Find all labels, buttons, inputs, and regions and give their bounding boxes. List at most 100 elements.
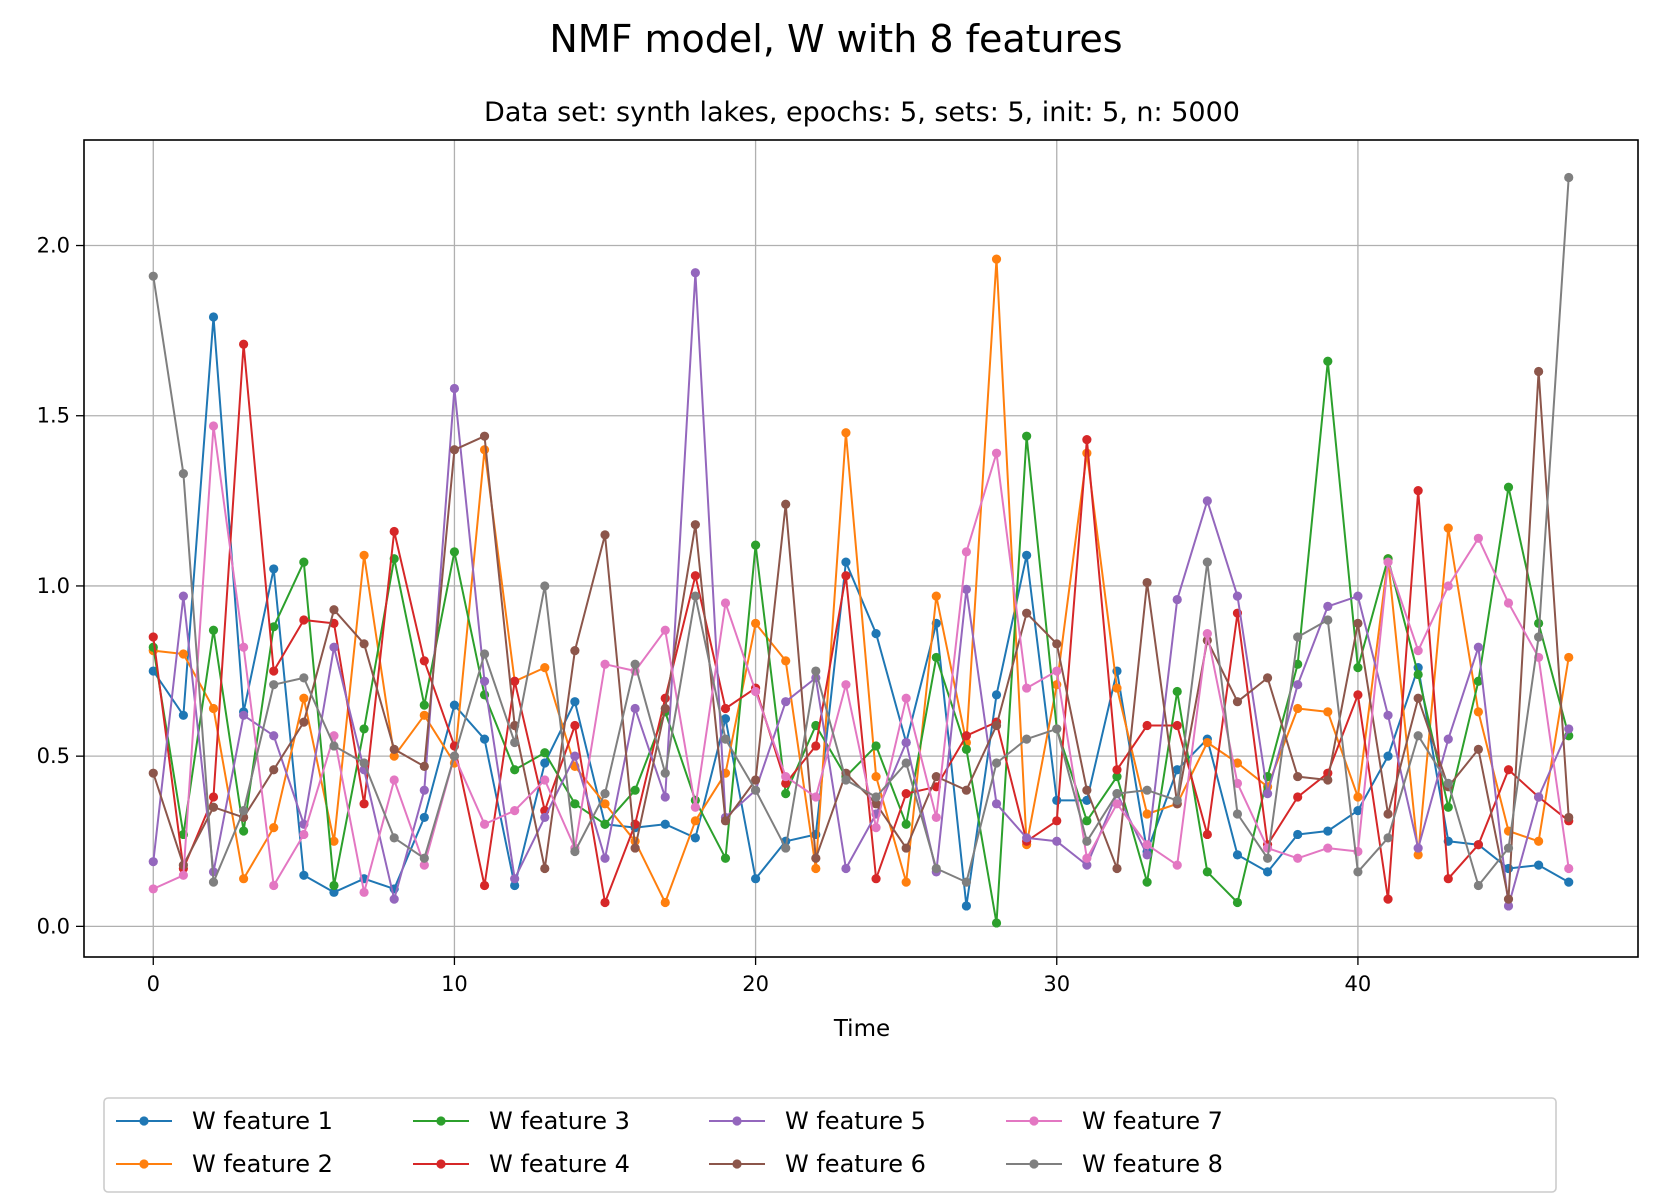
data-point — [299, 557, 309, 567]
data-point — [389, 894, 399, 904]
data-point — [208, 703, 219, 714]
legend-label: W feature 3 — [489, 1107, 630, 1135]
data-point — [931, 863, 941, 874]
data-point — [1112, 789, 1122, 799]
data-point — [510, 806, 520, 816]
chart-title: NMF model, W with 8 features — [549, 17, 1122, 61]
data-point — [1443, 802, 1453, 812]
data-point — [329, 887, 339, 897]
data-point — [841, 428, 851, 438]
data-point — [1082, 816, 1092, 826]
data-point — [1262, 867, 1273, 877]
legend-item: W feature 2 — [116, 1150, 333, 1178]
data-point — [1323, 775, 1333, 785]
data-point — [1293, 659, 1303, 669]
data-point — [1323, 615, 1333, 625]
data-point — [1112, 765, 1122, 775]
data-point — [1202, 629, 1212, 639]
data-point — [1353, 618, 1363, 628]
data-point — [269, 731, 279, 741]
data-point — [720, 598, 731, 608]
data-point — [449, 751, 460, 761]
data-point — [1293, 792, 1303, 802]
data-point — [1473, 676, 1483, 686]
data-point — [1293, 632, 1303, 642]
data-point — [630, 785, 640, 795]
data-point — [1534, 366, 1544, 377]
data-point — [901, 819, 911, 829]
data-point — [750, 785, 761, 795]
data-point — [1323, 826, 1333, 836]
data-point — [479, 649, 490, 659]
data-point — [1353, 591, 1363, 601]
data-point — [389, 775, 399, 785]
data-point — [1293, 853, 1303, 863]
data-point — [449, 700, 460, 710]
data-point — [630, 703, 640, 714]
legend-marker — [139, 1116, 149, 1126]
data-point — [148, 768, 158, 778]
data-point — [660, 897, 670, 908]
data-point — [148, 666, 158, 676]
data-point — [1052, 795, 1062, 806]
data-point — [811, 792, 821, 802]
y-tick-label: 0.5 — [37, 744, 70, 768]
data-point — [750, 686, 761, 697]
data-point — [1293, 829, 1303, 840]
data-point — [1172, 795, 1182, 806]
data-point — [1022, 833, 1032, 843]
data-point — [901, 758, 911, 768]
data-point — [1564, 863, 1574, 874]
data-point — [419, 700, 429, 710]
data-point — [931, 771, 941, 782]
data-point — [239, 874, 249, 884]
data-point — [991, 758, 1002, 768]
data-point — [359, 550, 369, 560]
data-point — [1413, 693, 1423, 703]
data-point — [570, 846, 580, 857]
data-point — [1534, 860, 1544, 870]
data-point — [1353, 690, 1363, 700]
data-point — [750, 775, 761, 785]
legend-marker — [436, 1159, 446, 1169]
data-point — [1353, 867, 1363, 877]
data-point — [1413, 731, 1423, 741]
data-point — [540, 812, 550, 823]
data-point — [781, 789, 791, 799]
data-point — [359, 799, 369, 809]
data-point — [901, 843, 911, 853]
data-point — [660, 703, 670, 714]
data-point — [720, 734, 731, 744]
data-point — [269, 564, 279, 574]
data-point — [510, 737, 520, 748]
data-point — [269, 622, 279, 632]
legend-item: W feature 6 — [709, 1150, 926, 1178]
legend-label: W feature 6 — [785, 1150, 926, 1178]
data-point — [540, 663, 550, 673]
data-point — [178, 710, 188, 720]
data-point — [600, 789, 610, 799]
data-point — [1353, 806, 1363, 816]
data-point — [1232, 591, 1243, 601]
data-point — [359, 639, 369, 649]
series-4 — [148, 339, 1574, 908]
data-point — [389, 526, 399, 537]
data-point — [1022, 608, 1032, 618]
data-point — [690, 520, 700, 530]
data-point — [329, 741, 339, 751]
data-point — [329, 642, 339, 652]
data-point — [1473, 840, 1483, 850]
data-point — [419, 785, 429, 795]
data-point — [841, 680, 851, 690]
data-point — [660, 792, 670, 802]
data-point — [961, 744, 972, 754]
data-point — [991, 799, 1002, 809]
data-point — [1022, 431, 1032, 441]
data-point — [299, 829, 309, 840]
data-point — [871, 799, 881, 809]
legend-label: W feature 1 — [192, 1107, 333, 1135]
data-point — [1112, 771, 1122, 782]
data-point — [1323, 843, 1333, 853]
data-point — [449, 383, 460, 394]
data-point — [1232, 850, 1243, 860]
